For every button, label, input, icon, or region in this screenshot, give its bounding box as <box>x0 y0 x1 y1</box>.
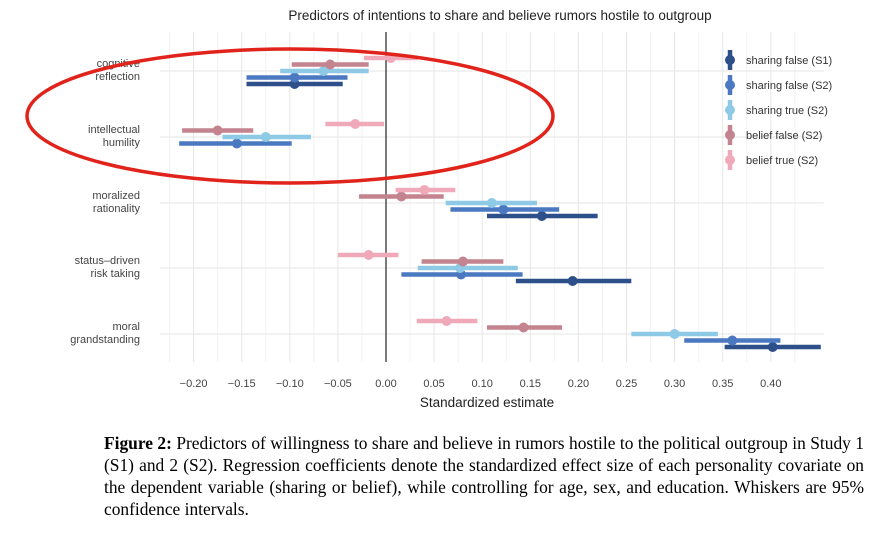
grid-lines <box>159 32 824 362</box>
x-tick-label: 0.15 <box>520 378 541 390</box>
category-label: moral grandstanding <box>70 321 140 346</box>
category-label-line: risk taking <box>90 268 140 280</box>
chart-title: Predictors of intentions to share and be… <box>288 8 711 23</box>
x-tick-label: 0.25 <box>616 378 637 390</box>
legend-label: sharing true (S2) <box>746 105 828 117</box>
category-label-line: status–driven <box>75 255 140 267</box>
estimate-point <box>212 125 223 136</box>
category-label-line: moralized <box>92 190 140 202</box>
estimate-point <box>363 250 374 260</box>
legend-key-point <box>725 130 735 140</box>
x-tick-label: 0.20 <box>568 378 589 390</box>
estimate-point <box>289 72 300 83</box>
category-label: moralized rationality <box>92 190 140 215</box>
x-tick-label: −0.10 <box>276 378 304 390</box>
category-label-line: humility <box>103 137 141 149</box>
x-tick-label: 0.10 <box>471 378 492 390</box>
estimate-point <box>396 191 407 202</box>
estimate-point <box>486 198 497 208</box>
estimate-point <box>727 335 738 346</box>
estimate-point <box>457 256 468 267</box>
figure-caption: Figure 2: Predictors of willingness to s… <box>104 432 864 520</box>
legend: sharing false (S1) sharing false (S2) shar… <box>725 50 832 170</box>
x-tick-label: 0.35 <box>712 378 733 390</box>
x-axis-ticks: −0.20 −0.15 −0.10 −0.05 0.00 0.05 0.10 0.15 0.20… <box>180 378 782 390</box>
estimate-point <box>419 185 430 195</box>
estimate-point <box>669 329 680 339</box>
estimate-point <box>318 66 329 76</box>
caption-label: Figure 2: <box>104 433 172 453</box>
x-axis-label: Standardized estimate <box>420 395 554 410</box>
legend-label: belief true (S2) <box>746 155 818 167</box>
category-label-line: grandstanding <box>70 334 140 346</box>
legend-key-point <box>725 155 735 165</box>
x-tick-label: 0.30 <box>664 378 685 390</box>
legend-key-point <box>725 55 735 65</box>
category-label-line: moral <box>112 321 140 333</box>
x-tick-label: −0.15 <box>228 378 256 390</box>
highlight-ellipse <box>25 47 555 185</box>
category-label: intellectual humility <box>88 124 140 149</box>
estimate-point <box>567 276 578 286</box>
category-label-line: intellectual <box>88 124 140 136</box>
forest-plot: Predictors of intentions to share and be… <box>25 8 832 410</box>
x-tick-label: 0.05 <box>423 378 444 390</box>
estimate-point <box>325 59 336 70</box>
category-label-line: rationality <box>93 203 141 215</box>
legend-label: sharing false (S1) <box>746 55 832 67</box>
x-tick-label: −0.05 <box>324 378 352 390</box>
estimate-point <box>260 132 271 142</box>
estimate-point <box>441 316 452 326</box>
estimate-point <box>536 211 547 221</box>
estimate-point <box>231 138 242 149</box>
estimate-point <box>350 119 361 129</box>
estimate-point <box>518 322 529 333</box>
legend-key-point <box>725 80 735 90</box>
estimate-point <box>498 204 509 215</box>
caption-text: Predictors of willingness to share and b… <box>104 433 864 519</box>
x-tick-label: −0.20 <box>180 378 208 390</box>
x-tick-label: 0.00 <box>375 378 396 390</box>
estimate-point <box>767 342 778 352</box>
estimate-marks <box>179 53 821 352</box>
legend-label: belief false (S2) <box>746 130 822 142</box>
legend-label: sharing false (S2) <box>746 80 832 92</box>
category-label-line: reflection <box>95 71 140 83</box>
legend-key-point <box>725 105 735 115</box>
category-label: status–driven risk taking <box>75 255 140 280</box>
x-tick-label: 0.40 <box>760 378 781 390</box>
